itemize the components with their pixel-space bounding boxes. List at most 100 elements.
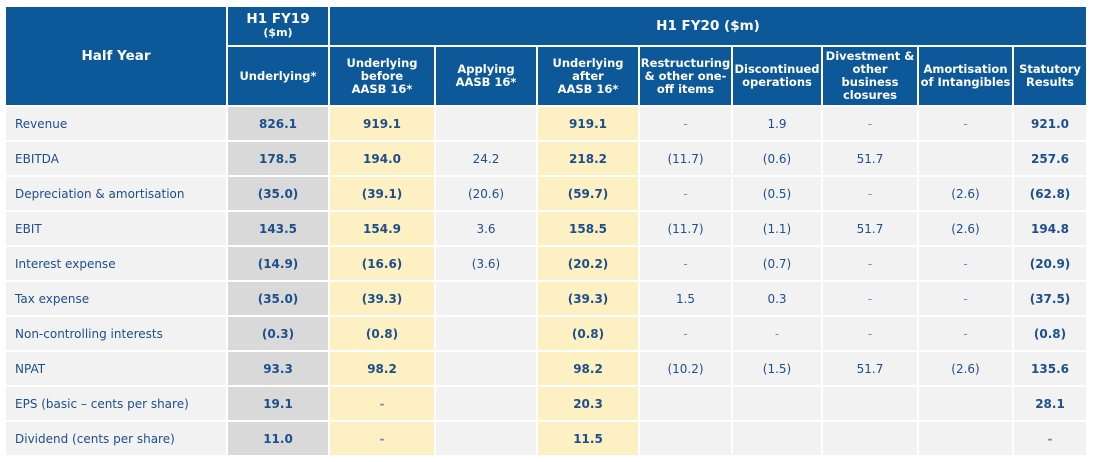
row-label: Non-controlling interests — [6, 317, 226, 350]
cell-underlying-fy19: 143.5 — [228, 212, 328, 245]
cell-applying-aasb16: 24.2 — [436, 142, 536, 175]
cell-discontinued: (1.1) — [733, 212, 821, 245]
cell-underlying-after: (0.8) — [538, 317, 638, 350]
cell-restructuring — [640, 387, 731, 420]
sub-underlying-before-line: AASB 16* — [351, 81, 413, 96]
cell-underlying-before: 194.0 — [330, 142, 434, 175]
cell-statutory: 257.6 — [1014, 142, 1086, 175]
cell-amortisation: (2.6) — [919, 352, 1012, 385]
cell-underlying-after: 919.1 — [538, 107, 638, 140]
cell-restructuring: 1.5 — [640, 282, 731, 315]
sub-amortisation-header: Amortisation of Intangibles — [919, 47, 1012, 105]
cell-underlying-before: - — [330, 422, 434, 455]
cell-divestment: - — [823, 282, 917, 315]
cell-amortisation — [919, 142, 1012, 175]
cell-underlying-fy19: (14.9) — [228, 247, 328, 280]
cell-statutory: 921.0 — [1014, 107, 1086, 140]
table-row: Revenue 826.1 919.1 919.1-1.9- -921.0 — [6, 107, 1086, 140]
table-row: Tax expense (35.0) (39.3) (39.3) 1.5 0.3- - (37… — [6, 282, 1086, 315]
table-row: NPAT 93.3 98.2 98.2 (10.2) (1.5) 51.7 (2.6) 135.… — [6, 352, 1086, 385]
row-label: Interest expense — [6, 247, 226, 280]
cell-statutory: 135.6 — [1014, 352, 1086, 385]
sub-discontinued-line: Discontinued — [734, 62, 820, 76]
results-table-container: Half Year H1 FY19 ($m) H1 FY20 ($m) Unde… — [4, 5, 1088, 457]
cell-amortisation: - — [919, 107, 1012, 140]
sub-discontinued-line: operations — [742, 75, 812, 89]
h1fy19-header: H1 FY19 ($m) — [228, 7, 328, 45]
cell-underlying-after: 98.2 — [538, 352, 638, 385]
sub-underlying-fy19-line: Underlying* — [239, 68, 317, 83]
cell-underlying-before: - — [330, 387, 434, 420]
row-label: Revenue — [6, 107, 226, 140]
cell-discontinued — [733, 387, 821, 420]
cell-applying-aasb16: 3.6 — [436, 212, 536, 245]
cell-underlying-before: (39.1) — [330, 177, 434, 210]
cell-underlying-before: (0.8) — [330, 317, 434, 350]
cell-amortisation: - — [919, 247, 1012, 280]
cell-discontinued: (0.7) — [733, 247, 821, 280]
sub-divestment-line: Divestment & — [825, 49, 915, 63]
sub-applying-aasb16-line: Applying — [457, 62, 515, 76]
cell-divestment: 51.7 — [823, 142, 917, 175]
cell-restructuring: (11.7) — [640, 142, 731, 175]
row-label: EBITDA — [6, 142, 226, 175]
cell-amortisation — [919, 422, 1012, 455]
half-year-results-table: Half Year H1 FY19 ($m) H1 FY20 ($m) Unde… — [4, 5, 1088, 457]
sub-underlying-after-line: Underlying — [552, 55, 624, 70]
cell-restructuring: - — [640, 317, 731, 350]
sub-amortisation-line: of Intangibles — [920, 75, 1011, 89]
cell-restructuring: - — [640, 177, 731, 210]
cell-restructuring: (10.2) — [640, 352, 731, 385]
cell-restructuring: - — [640, 107, 731, 140]
sub-statutory-line: Results — [1026, 75, 1074, 89]
cell-applying-aasb16 — [436, 107, 536, 140]
sub-statutory-header: Statutory Results — [1014, 47, 1086, 105]
sub-underlying-after-header: Underlying after AASB 16* — [538, 47, 638, 105]
cell-discontinued — [733, 422, 821, 455]
cell-underlying-after: 20.3 — [538, 387, 638, 420]
cell-amortisation: (2.6) — [919, 212, 1012, 245]
sub-underlying-after-line: AASB 16* — [557, 81, 619, 96]
cell-underlying-before: (39.3) — [330, 282, 434, 315]
sub-restructuring-header: Restructuring & other one-off items — [640, 47, 731, 105]
cell-divestment: - — [823, 107, 917, 140]
table-row: EPS (basic – cents per share) 19.1- 20.3 28… — [6, 387, 1086, 420]
cell-underlying-after: (20.2) — [538, 247, 638, 280]
cell-underlying-fy19: 11.0 — [228, 422, 328, 455]
row-label: EBIT — [6, 212, 226, 245]
cell-underlying-after: (39.3) — [538, 282, 638, 315]
cell-discontinued: 0.3 — [733, 282, 821, 315]
cell-applying-aasb16: (3.6) — [436, 247, 536, 280]
table-row: EBITDA 178.5 194.0 24.2 218.2 (11.7) (0.6) 51.7… — [6, 142, 1086, 175]
cell-underlying-fy19: 178.5 — [228, 142, 328, 175]
table-row: Dividend (cents per share) 11.0-11.5- — [6, 422, 1086, 455]
row-label: NPAT — [6, 352, 226, 385]
sub-applying-aasb16-line: AASB 16* — [455, 75, 517, 89]
cell-discontinued: (0.5) — [733, 177, 821, 210]
table-row: Non-controlling interests (0.3) (0.8) (0.8)… — [6, 317, 1086, 350]
row-label: Depreciation & amortisation — [6, 177, 226, 210]
cell-divestment: - — [823, 317, 917, 350]
sub-divestment-header: Divestment & other business closures — [823, 47, 917, 105]
cell-applying-aasb16 — [436, 387, 536, 420]
cell-underlying-after: 218.2 — [538, 142, 638, 175]
sub-underlying-before-header: Underlying before AASB 16* — [330, 47, 434, 105]
sub-underlying-before-line: Underlying — [346, 55, 418, 70]
sub-underlying-after-line: after — [572, 68, 604, 83]
cell-divestment: - — [823, 247, 917, 280]
cell-amortisation — [919, 387, 1012, 420]
h1fy19-title: H1 FY19 — [246, 11, 310, 27]
cell-amortisation: - — [919, 317, 1012, 350]
sub-restructuring-line: Restructuring — [640, 55, 731, 70]
cell-discontinued: 1.9 — [733, 107, 821, 140]
sub-amortisation-line: Amortisation — [923, 62, 1008, 76]
sub-underlying-before-line: before — [360, 68, 404, 83]
sub-applying-aasb16-header: Applying AASB 16* — [436, 47, 536, 105]
table-row: Interest expense (14.9) (16.6) (3.6) (20.2) -… — [6, 247, 1086, 280]
row-label: Dividend (cents per share) — [6, 422, 226, 455]
table-row: Depreciation & amortisation (35.0) (39.1)(… — [6, 177, 1086, 210]
cell-statutory: 28.1 — [1014, 387, 1086, 420]
cell-discontinued: - — [733, 317, 821, 350]
row-label: Tax expense — [6, 282, 226, 315]
half-year-header: Half Year — [6, 7, 226, 105]
